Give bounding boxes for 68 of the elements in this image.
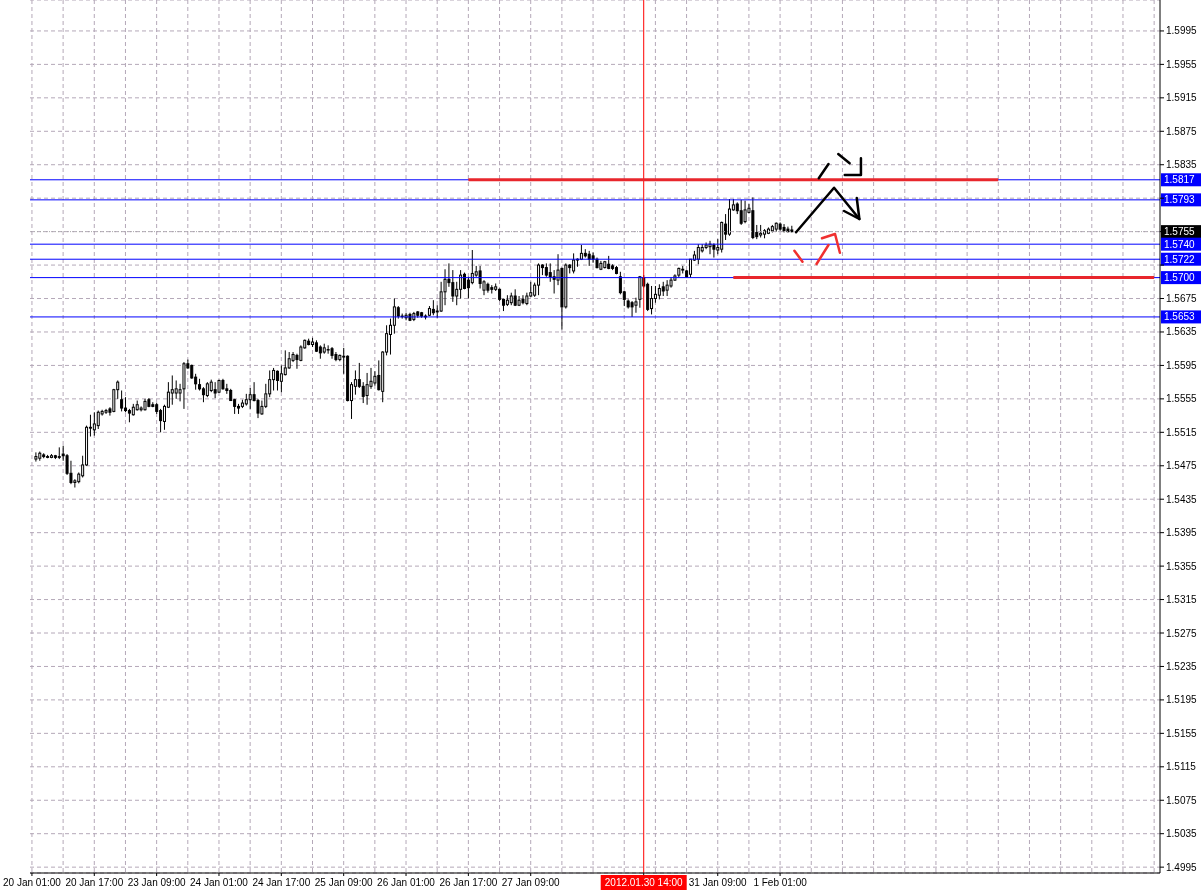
- y-tick-label: 1.5155: [1166, 727, 1198, 739]
- y-tick-label: 1.5595: [1166, 359, 1198, 371]
- x-tick-label: 20 Jan 17:00: [65, 877, 124, 888]
- y-tick-label: 1.5115: [1166, 761, 1197, 773]
- candlestick: [638, 275, 642, 309]
- y-tick-label: 1.5035: [1166, 828, 1198, 840]
- candlestick: [521, 294, 525, 305]
- candlestick: [213, 381, 217, 399]
- y-tick-label: 1.5315: [1166, 594, 1198, 606]
- candlestick: [326, 344, 330, 355]
- y-tick-label: 1.5075: [1166, 794, 1198, 806]
- candlestick: [96, 410, 100, 430]
- candlestick: [248, 387, 252, 410]
- ref-line-label: 1.5755: [1164, 226, 1196, 238]
- y-tick-label: 1.5275: [1166, 627, 1198, 639]
- x-tick-label: 23 Jan 09:00: [127, 877, 186, 888]
- candlestick: [470, 249, 474, 285]
- candlestick: [272, 367, 276, 392]
- y-tick-label: 1.5995: [1166, 25, 1198, 37]
- candlestick: [739, 199, 743, 226]
- candlestick: [591, 252, 595, 264]
- candlestick: [466, 276, 470, 300]
- y-tick-label: 1.5515: [1166, 426, 1198, 438]
- ref-line-label: 1.5740: [1164, 238, 1196, 250]
- x-tick-label: 20 Jan 01:00: [3, 877, 62, 888]
- y-tick-label: 1.5635: [1166, 326, 1198, 338]
- y-tick-label: 1.5555: [1166, 393, 1198, 405]
- y-tick-label: 1.5395: [1166, 527, 1198, 539]
- candlestick: [174, 379, 178, 400]
- x-tick-label: 26 Jan 01:00: [377, 877, 436, 888]
- ref-line-label: 1.5722: [1164, 253, 1196, 265]
- x-tick-label: 24 Jan 01:00: [190, 877, 249, 888]
- candlestick: [630, 300, 634, 318]
- candlestick: [743, 200, 747, 224]
- y-tick-label: 1.5875: [1166, 125, 1198, 137]
- ref-line-label: 1.5793: [1164, 194, 1196, 206]
- y-tick-label: 1.5435: [1166, 493, 1198, 505]
- candlestick: [34, 451, 38, 463]
- y-tick-label: 1.5915: [1166, 92, 1198, 104]
- y-tick-label: 1.5675: [1166, 293, 1198, 305]
- y-tick-label: 1.5955: [1166, 58, 1198, 70]
- candlestick: [392, 298, 396, 335]
- candlestick: [256, 398, 260, 419]
- ref-line-label: 1.5653: [1164, 311, 1196, 323]
- y-tick-label: 1.4995: [1166, 861, 1198, 873]
- candlestick: [665, 279, 669, 297]
- x-tick-label: 31 Jan 09:00: [688, 877, 748, 888]
- x-tick-label: 27 Jan 09:00: [501, 877, 561, 888]
- candlestick: [159, 408, 163, 433]
- candlestick: [365, 372, 369, 406]
- candlestick: [712, 242, 716, 259]
- y-tick-label: 1.5195: [1166, 694, 1198, 706]
- candlestick: [696, 243, 700, 265]
- y-tick-label: 1.5355: [1166, 560, 1198, 572]
- y-tick-label: 1.5835: [1166, 159, 1198, 171]
- candlestick: [170, 374, 174, 406]
- y-tick-label: 1.5475: [1166, 460, 1198, 472]
- ref-line-label: 1.5817: [1164, 174, 1196, 186]
- x-tick-label: 26 Jan 17:00: [439, 877, 498, 888]
- candlestick: [279, 364, 283, 393]
- x-tick-label: 25 Jan 09:00: [314, 877, 374, 888]
- y-tick-label: 1.5235: [1166, 660, 1198, 672]
- ref-line-label: 1.5700: [1164, 272, 1196, 284]
- x-tick-label: 24 Jan 17:00: [252, 877, 311, 888]
- x-tick-label: 1 Feb 01:00: [753, 877, 808, 888]
- x-tick-label: 2012.01.30 14:00: [604, 877, 684, 888]
- candlestick: [275, 369, 279, 392]
- candlestick: [92, 411, 96, 437]
